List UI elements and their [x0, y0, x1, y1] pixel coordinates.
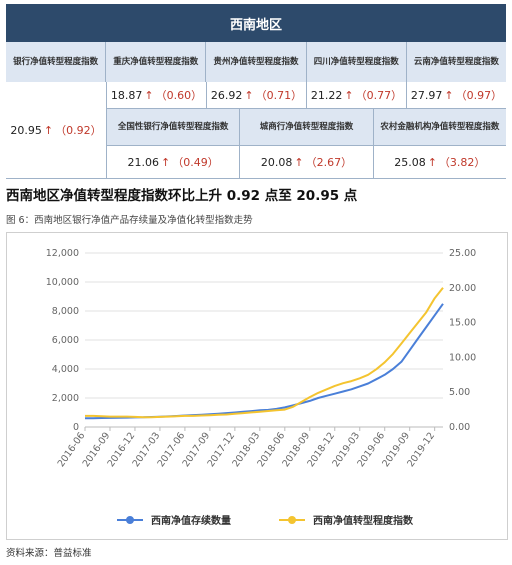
rural-institution-value-cell: 25.08 ↑ （3.82） — [374, 146, 506, 178]
yunnan-value: 27.97 — [410, 88, 443, 102]
y-left-tick-label: 6,000 — [52, 335, 79, 346]
y-right-tick-label: 25.00 — [449, 248, 476, 259]
up-arrow-icon: ↑ — [344, 88, 354, 102]
summary-table: 西南地区 银行净值转型程度指数 重庆净值转型程度指数 贵州净值转型程度指数 四川… — [6, 4, 506, 179]
up-arrow-icon: ↑ — [244, 88, 254, 102]
institution-header-row: 全国性银行净值转型程度指数 城商行净值转型程度指数 农村金融机构净值转型程度指数 — [107, 109, 506, 146]
header-guizhou-index: 贵州净值转型程度指数 — [206, 42, 307, 82]
header-national-bank-index: 全国性银行净值转型程度指数 — [107, 109, 241, 145]
up-arrow-icon: ↑ — [427, 155, 437, 169]
header-rural-institution-index: 农村金融机构净值转型程度指数 — [380, 121, 500, 132]
sichuan-value-cell: 21.22 ↑ （0.77） — [307, 82, 407, 108]
line-chart: 0 2,000 4,000 6,000 8,000 10,000 12,000 0.00 5.0… — [46, 248, 476, 527]
city-bank-value-cell: 20.08 ↑ （2.67） — [240, 146, 374, 178]
y-right-tick-label: 15.00 — [449, 318, 476, 329]
up-arrow-icon: ↑ — [294, 155, 304, 169]
y-right-tick-label: 5.00 — [449, 387, 470, 398]
chongqing-change: （0.60） — [155, 89, 203, 102]
series-line-transform-index — [85, 287, 444, 419]
chart-container: 0 2,000 4,000 6,000 8,000 10,000 12,000 0.00 5.0… — [6, 232, 508, 540]
legend-swatch-marker — [288, 516, 296, 524]
national-bank-value-cell: 21.06 ↑ （0.49） — [107, 146, 241, 178]
bank-index-change: （0.92） — [55, 124, 102, 137]
header-yunnan-index: 云南净值转型程度指数 — [413, 57, 499, 67]
guizhou-value-cell: 26.92 ↑ （0.71） — [207, 82, 307, 108]
rural-institution-change: （3.82） — [438, 156, 486, 169]
y-left-tick-label: 8,000 — [52, 306, 79, 317]
chongqing-value: 18.87 — [110, 88, 143, 102]
y-left-tick-label: 10,000 — [46, 277, 79, 288]
y-left-tick-label: 12,000 — [46, 248, 79, 259]
yunnan-change: （0.97） — [455, 89, 503, 102]
sichuan-value: 21.22 — [310, 88, 343, 102]
bank-index-cell: 20.95 ↑ （0.92） — [6, 82, 107, 178]
table-title: 西南地区 — [6, 4, 506, 42]
y-right-tick-label: 20.00 — [449, 283, 476, 294]
province-values-row: 18.87 ↑ （0.60） 26.92 ↑ （0.71） 21.22 ↑ （0.77） 2… — [107, 82, 506, 109]
table-body: 20.95 ↑ （0.92） 18.87 ↑ （0.60） 26.92 ↑ （0.71） 2… — [6, 82, 506, 179]
series-line-stock-count — [84, 303, 444, 420]
y-left-tick-label: 4,000 — [52, 364, 79, 375]
header-sichuan-index: 四川净值转型程度指数 — [307, 42, 407, 82]
rural-institution-value: 25.08 — [394, 155, 426, 169]
legend-label: 西南净值存续数量 — [151, 514, 231, 527]
up-arrow-icon: ↑ — [144, 88, 154, 102]
source-note: 资料来源：普益标准 — [6, 548, 92, 559]
header-bank-index: 银行净值转型程度指数 — [6, 42, 107, 82]
y-right-tick-label: 10.00 — [449, 352, 476, 363]
y-right-tick-label: 0.00 — [449, 422, 470, 433]
national-bank-change: （0.49） — [172, 156, 219, 169]
legend-swatch-marker — [126, 516, 134, 524]
bank-index-value: 20.95 — [10, 123, 42, 137]
up-arrow-icon: ↑ — [444, 88, 454, 102]
sichuan-change: （0.77） — [355, 89, 403, 102]
city-bank-change: （2.67） — [305, 156, 353, 169]
up-arrow-icon: ↑ — [43, 123, 54, 137]
table-header-row: 银行净值转型程度指数 重庆净值转型程度指数 贵州净值转型程度指数 四川净值转型程… — [6, 42, 506, 82]
national-bank-value: 21.06 — [127, 155, 160, 169]
header-city-bank-index: 城商行净值转型程度指数 — [240, 109, 374, 145]
chongqing-value-cell: 18.87 ↑ （0.60） — [107, 82, 207, 108]
headline: 西南地区净值转型程度指数环比上升 0.92 点至 20.95 点 — [6, 188, 358, 204]
guizhou-change: （0.71） — [255, 89, 303, 102]
y-left-tick-label: 0 — [73, 422, 79, 433]
figure-caption: 图 6：西南地区银行净值产品存续量及净值化转型指数走势 — [6, 215, 253, 226]
guizhou-value: 26.92 — [210, 88, 243, 102]
legend-label: 西南净值转型程度指数 — [313, 514, 414, 527]
up-arrow-icon: ↑ — [161, 155, 171, 169]
header-chongqing-index: 重庆净值转型程度指数 — [106, 42, 207, 82]
city-bank-value: 20.08 — [260, 155, 293, 169]
institution-values-row: 21.06 ↑ （0.49） 20.08 ↑ （2.67） 25.08 ↑ （3.82） — [107, 146, 506, 178]
table-right-area: 18.87 ↑ （0.60） 26.92 ↑ （0.71） 21.22 ↑ （0.77） 2… — [107, 82, 506, 178]
yunnan-value-cell: 27.97 ↑ （0.97） — [407, 82, 506, 108]
y-left-tick-label: 2,000 — [52, 393, 79, 404]
